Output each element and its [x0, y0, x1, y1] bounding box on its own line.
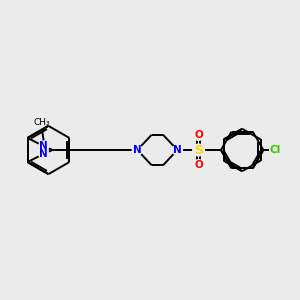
Text: Cl: Cl: [269, 145, 281, 155]
Circle shape: [193, 144, 205, 156]
Text: O: O: [194, 160, 203, 170]
Circle shape: [194, 160, 204, 170]
Circle shape: [194, 130, 204, 140]
Text: N: N: [39, 149, 48, 159]
Text: S: S: [194, 143, 203, 157]
Circle shape: [132, 145, 142, 155]
Circle shape: [172, 145, 182, 155]
Text: CH₃: CH₃: [34, 118, 50, 127]
Text: N: N: [39, 141, 48, 151]
Circle shape: [39, 149, 49, 159]
Text: N: N: [133, 145, 142, 155]
Text: N: N: [173, 145, 182, 155]
Text: O: O: [194, 130, 203, 140]
Circle shape: [39, 141, 49, 151]
